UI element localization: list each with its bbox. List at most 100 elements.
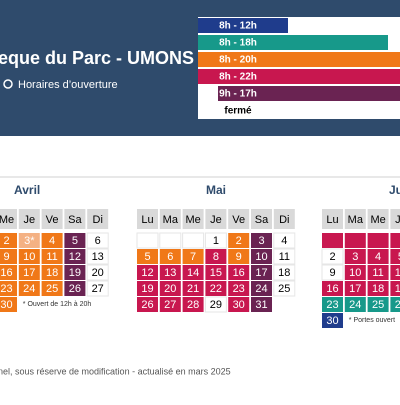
day-cell [367, 249, 389, 264]
day-number: 2 [236, 235, 242, 247]
day-cell [205, 249, 227, 264]
day-number: 6 [95, 235, 101, 247]
day-number: 28 [187, 299, 199, 311]
day-cell [273, 232, 296, 249]
day-cell [41, 265, 63, 280]
day-cell [0, 281, 17, 296]
day-number: 24 [23, 283, 35, 295]
day-cell [344, 265, 366, 280]
legend-label: 8h - 18h [219, 38, 257, 49]
weekday: Me [370, 214, 385, 226]
day-number: 18 [46, 267, 58, 279]
day-cell [321, 264, 344, 281]
day-number: 10 [23, 251, 35, 263]
day-number: 23 [233, 283, 245, 295]
day-number: 17 [23, 267, 35, 279]
weekday-cell [41, 209, 63, 229]
day-cell [64, 233, 86, 248]
day-number: 1 [213, 235, 219, 247]
legend-swatch [198, 18, 288, 33]
weekday-cell [64, 209, 86, 229]
legend-label: 9h - 17h [219, 89, 257, 100]
day-number: 14 [187, 267, 199, 279]
day-cell [390, 281, 400, 296]
weekday: Je [395, 214, 400, 226]
weekday: Ma [348, 214, 364, 226]
day-cell [137, 249, 158, 264]
weekday: Lu [326, 214, 338, 226]
legend-label: 8h - 22h [219, 72, 257, 83]
day-number: 2 [3, 235, 9, 247]
day-cell [86, 264, 109, 281]
day-number: 5 [72, 235, 78, 247]
day-cell [182, 281, 204, 296]
clock-icon [3, 79, 13, 89]
subtitle: Horaires d’ouverture [18, 79, 118, 91]
day-cell [137, 297, 158, 312]
legend-swatch [218, 103, 400, 118]
day-number: 18 [372, 283, 384, 295]
day-number: 6 [167, 251, 173, 263]
day-cell [41, 281, 63, 296]
day-cell [0, 249, 17, 264]
weekday-cell [273, 209, 295, 229]
day-number: 7 [190, 251, 196, 263]
weekday-cell [159, 209, 181, 229]
day-number: 11 [279, 251, 290, 263]
day-cell [228, 249, 250, 264]
day-number: 30 [233, 299, 245, 311]
day-cell [64, 265, 86, 280]
day-cell [367, 281, 389, 296]
day-number: 15 [210, 267, 222, 279]
day-number: 12 [69, 251, 81, 263]
day-cell [204, 232, 227, 249]
day-number: 19 [141, 283, 153, 295]
day-number: 20 [164, 283, 176, 295]
day-number: 30 [0, 299, 12, 311]
day-cell [367, 265, 389, 280]
day-number: 10 [349, 267, 361, 279]
weekday-cell [390, 209, 400, 229]
day-cell [86, 280, 109, 297]
day-number: 24 [255, 283, 267, 295]
day-number: 10 [255, 251, 267, 263]
day-cell [390, 233, 400, 248]
day-number: 25 [278, 283, 290, 295]
month-name: Mai [206, 183, 226, 197]
legend-swatch [198, 69, 400, 84]
day-cell [344, 297, 366, 312]
weekday-cell [205, 209, 227, 229]
day-cell [322, 281, 343, 296]
legend-box [198, 17, 400, 119]
day-cell [344, 281, 366, 296]
day-cell [322, 313, 343, 328]
day-number: 17 [255, 267, 267, 279]
month-name: Avril [14, 183, 40, 197]
day-cell [344, 249, 366, 264]
day-cell [251, 297, 272, 312]
weekday: Me [185, 214, 200, 226]
month-name: Ju [389, 183, 400, 197]
day-number: 27 [164, 299, 176, 311]
weekday-cell [228, 209, 250, 229]
day-cell [159, 265, 181, 280]
day-cell [344, 233, 366, 248]
day-number: 9 [3, 251, 9, 263]
day-cell [41, 249, 63, 264]
day-number: 26 [395, 299, 400, 311]
day-cell [182, 249, 204, 264]
day-number: 17 [349, 283, 361, 295]
day-cell [273, 248, 296, 265]
day-cell [367, 233, 389, 248]
weekday-cell [182, 209, 204, 229]
day-number: 30 [326, 315, 338, 327]
day-number: 4 [49, 235, 55, 247]
day-cell [390, 297, 400, 312]
day-number: 16 [326, 283, 338, 295]
day-cell [159, 281, 181, 296]
day-cell [136, 232, 159, 249]
day-number: 24 [349, 299, 361, 311]
day-number: 4 [375, 251, 381, 263]
day-cell [322, 297, 343, 312]
weekday-cell [18, 209, 40, 229]
